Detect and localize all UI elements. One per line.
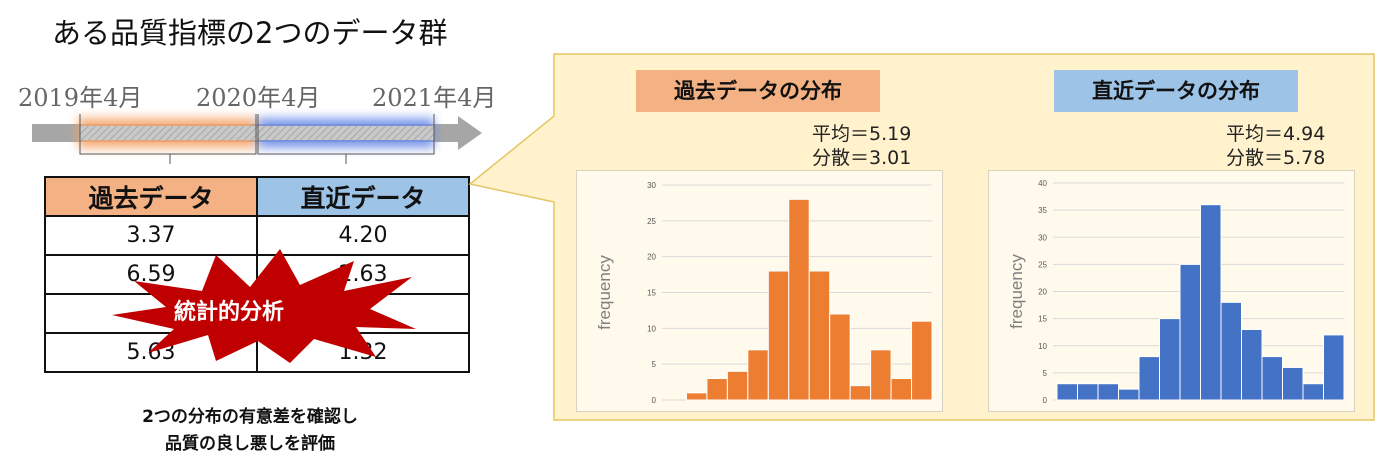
past-histogram-bar — [747, 349, 769, 401]
explosion-burst-icon — [112, 249, 416, 363]
past-histogram-ytick-label: 30 — [647, 181, 656, 190]
recent-histogram-bar — [1220, 301, 1242, 401]
past-histogram-bar — [808, 270, 831, 401]
recent-histogram: 0 5 10 15 20 25 30 35 40 frequency — [1007, 179, 1345, 405]
table-cell: 4.20 — [256, 215, 470, 256]
recent-histogram-bar — [1118, 388, 1140, 401]
conclusion-note: 2つの分布の有意差を確認し 品質の良し悪しを評価 — [80, 404, 420, 458]
page-title: ある品質指標の2つのデータ群 — [52, 16, 448, 50]
past-data-header: 過去データ — [44, 176, 258, 217]
recent-histogram-bar — [1159, 318, 1181, 401]
recent-variance: 分散＝5.78 — [1226, 147, 1326, 169]
timeline-date-2021: 2021年4月 — [372, 84, 497, 112]
past-histogram-ytick-label: 15 — [647, 289, 656, 298]
past-histogram-bar — [767, 270, 790, 401]
past-stats: 平均＝5.19 分散＝3.01 — [812, 122, 911, 170]
past-histogram-ytick-label: 25 — [647, 217, 656, 226]
past-histogram-bar — [911, 320, 933, 401]
past-histogram-ytick-label: 20 — [647, 253, 656, 262]
timeline-date-2020: 2020年4月 — [196, 84, 321, 112]
recent-histogram-bar — [1138, 356, 1160, 401]
recent-histogram-ytick-label: 20 — [1038, 288, 1047, 297]
timeline-date-2019: 2019年4月 — [18, 84, 143, 112]
table-cell: 3.37 — [44, 215, 258, 256]
recent-mean: 平均＝4.94 — [1226, 123, 1326, 145]
recent-stats: 平均＝4.94 分散＝5.78 — [1226, 122, 1325, 170]
past-variance: 分散＝3.01 — [812, 147, 912, 169]
recent-histogram-bar — [1179, 263, 1201, 401]
past-histogram-frame: 0 5 10 15 20 25 30 frequency — [576, 170, 943, 412]
past-mean: 平均＝5.19 — [812, 123, 912, 145]
recent-histogram-ytick-label: 25 — [1038, 260, 1047, 269]
recent-histogram-ylabel: frequency — [1007, 254, 1026, 329]
conclusion-line-1: 2つの分布の有意差を確認し — [142, 407, 358, 427]
recent-histogram-bar — [1200, 204, 1222, 401]
recent-histogram-ytick-label: 30 — [1038, 233, 1047, 242]
recent-histogram-ytick-label: 40 — [1038, 179, 1047, 188]
recent-histogram-bar — [1097, 383, 1119, 401]
past-histogram-bar — [788, 198, 810, 401]
recent-histogram-bar — [1323, 334, 1345, 401]
past-histogram-bar — [685, 392, 708, 401]
recent-histogram-bar — [1241, 328, 1263, 401]
past-histogram-ytick-label: 5 — [652, 360, 657, 369]
past-histogram-bar — [890, 378, 913, 401]
past-histogram-bar — [726, 370, 749, 401]
past-histogram-ytick-label: 0 — [652, 396, 657, 405]
past-histogram-ylabel: frequency — [595, 255, 614, 330]
recent-histogram-bar — [1261, 356, 1283, 401]
recent-histogram-ytick-label: 15 — [1038, 315, 1047, 324]
recent-histogram-ytick-label: 0 — [1043, 396, 1048, 405]
recent-histogram-bar — [1302, 383, 1324, 401]
past-histogram-bar — [706, 378, 728, 401]
recent-distribution-title: 直近データの分布 — [1054, 70, 1298, 112]
timeline-arrow — [32, 114, 482, 164]
past-histogram-ytick-label: 10 — [647, 324, 656, 333]
past-histogram: 0 5 10 15 20 25 30 frequency — [595, 181, 933, 405]
recent-histogram-frame: 0 5 10 15 20 25 30 35 40 frequency — [988, 170, 1355, 412]
table-row: 3.37 4.20 — [44, 215, 470, 256]
recent-histogram-ytick-label: 10 — [1038, 342, 1047, 351]
recent-histogram-bar — [1077, 383, 1099, 401]
past-histogram-bar — [829, 313, 851, 401]
recent-histogram-ytick-label: 5 — [1043, 369, 1048, 378]
past-histogram-bar — [849, 385, 872, 401]
past-distribution-title: 過去データの分布 — [636, 70, 880, 112]
recent-histogram-bar — [1282, 366, 1304, 401]
recent-histogram-bar — [1056, 383, 1078, 401]
conclusion-line-2: 品質の良し悪しを評価 — [165, 434, 335, 454]
period-band — [80, 126, 434, 140]
statistical-analysis-label: 統計的分析 — [174, 300, 285, 325]
recent-data-header: 直近データ — [256, 176, 470, 217]
table-header-row: 過去データ 直近データ — [44, 176, 470, 217]
past-bracket — [79, 114, 257, 155]
past-histogram-bar — [870, 349, 892, 401]
recent-histogram-ytick-label: 35 — [1038, 206, 1047, 215]
